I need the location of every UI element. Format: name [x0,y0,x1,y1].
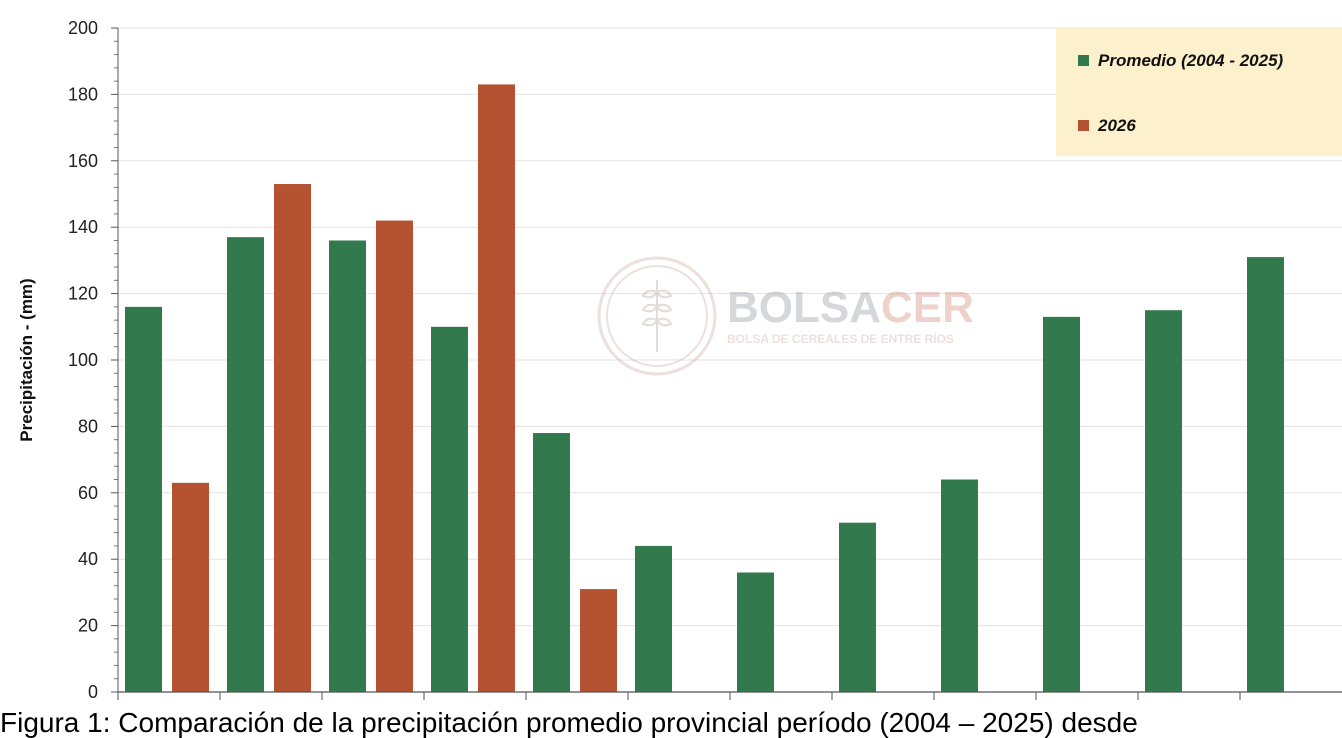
bolsacer-watermark: BOLSACER BOLSA DE CEREALES DE ENTRE RÍOS [597,256,974,376]
bar-promedio [839,522,876,692]
bar-promedio [941,479,978,692]
bar-2026 [580,589,617,692]
bar-2026 [172,482,209,692]
bars [125,84,1284,693]
bar-promedio [737,572,774,692]
bar-promedio [1043,316,1080,692]
legend-label-promedio: Promedio (2004 - 2025) [1098,51,1284,70]
bar-2026 [376,220,413,692]
y-tick-label: 100 [68,350,98,370]
axes [111,27,1342,700]
bar-promedio [227,237,264,692]
y-axis-title: Precipitación - (mm) [17,278,36,441]
bar-2026 [274,184,311,693]
legend: Promedio (2004 - 2025) 2026 [1056,28,1342,156]
y-tick-labels: 0 20 40 60 80 100 120 140 160 180 200 [68,18,98,702]
legend-background [1056,28,1342,156]
watermark-logo-outer-ring [597,256,717,376]
bar-promedio [329,240,366,693]
legend-swatch-2026 [1078,120,1089,131]
watermark-title: BOLSACER [727,283,974,332]
y-tick-label: 80 [78,416,98,436]
figure-caption: Figura 1: Comparación de la precipitació… [0,708,1138,738]
y-tick-label: 60 [78,483,98,503]
y-tick-label: 20 [78,616,98,636]
y-tick-label: 160 [68,151,98,171]
y-tick-label: 40 [78,549,98,569]
watermark-subtitle: BOLSA DE CEREALES DE ENTRE RÍOS [727,331,954,346]
bar-promedio [1247,257,1284,692]
bar-promedio [431,326,468,692]
bar-promedio [125,306,162,692]
precipitation-chart: BOLSACER BOLSA DE CEREALES DE ENTRE RÍOS… [17,18,1342,702]
y-tick-label: 140 [68,217,98,237]
y-tick-label: 200 [68,18,98,38]
legend-label-2026: 2026 [1097,116,1136,135]
bar-2026 [478,84,515,692]
bar-promedio [1145,310,1182,692]
bar-promedio [635,545,672,692]
bar-promedio [533,433,570,692]
y-tick-label: 0 [88,682,98,702]
watermark-wheat-icon [641,280,673,352]
watermark-logo-inner-ring [606,265,708,367]
legend-swatch-promedio [1078,55,1089,66]
y-tick-label: 180 [68,84,98,104]
y-tick-label: 120 [68,284,98,304]
